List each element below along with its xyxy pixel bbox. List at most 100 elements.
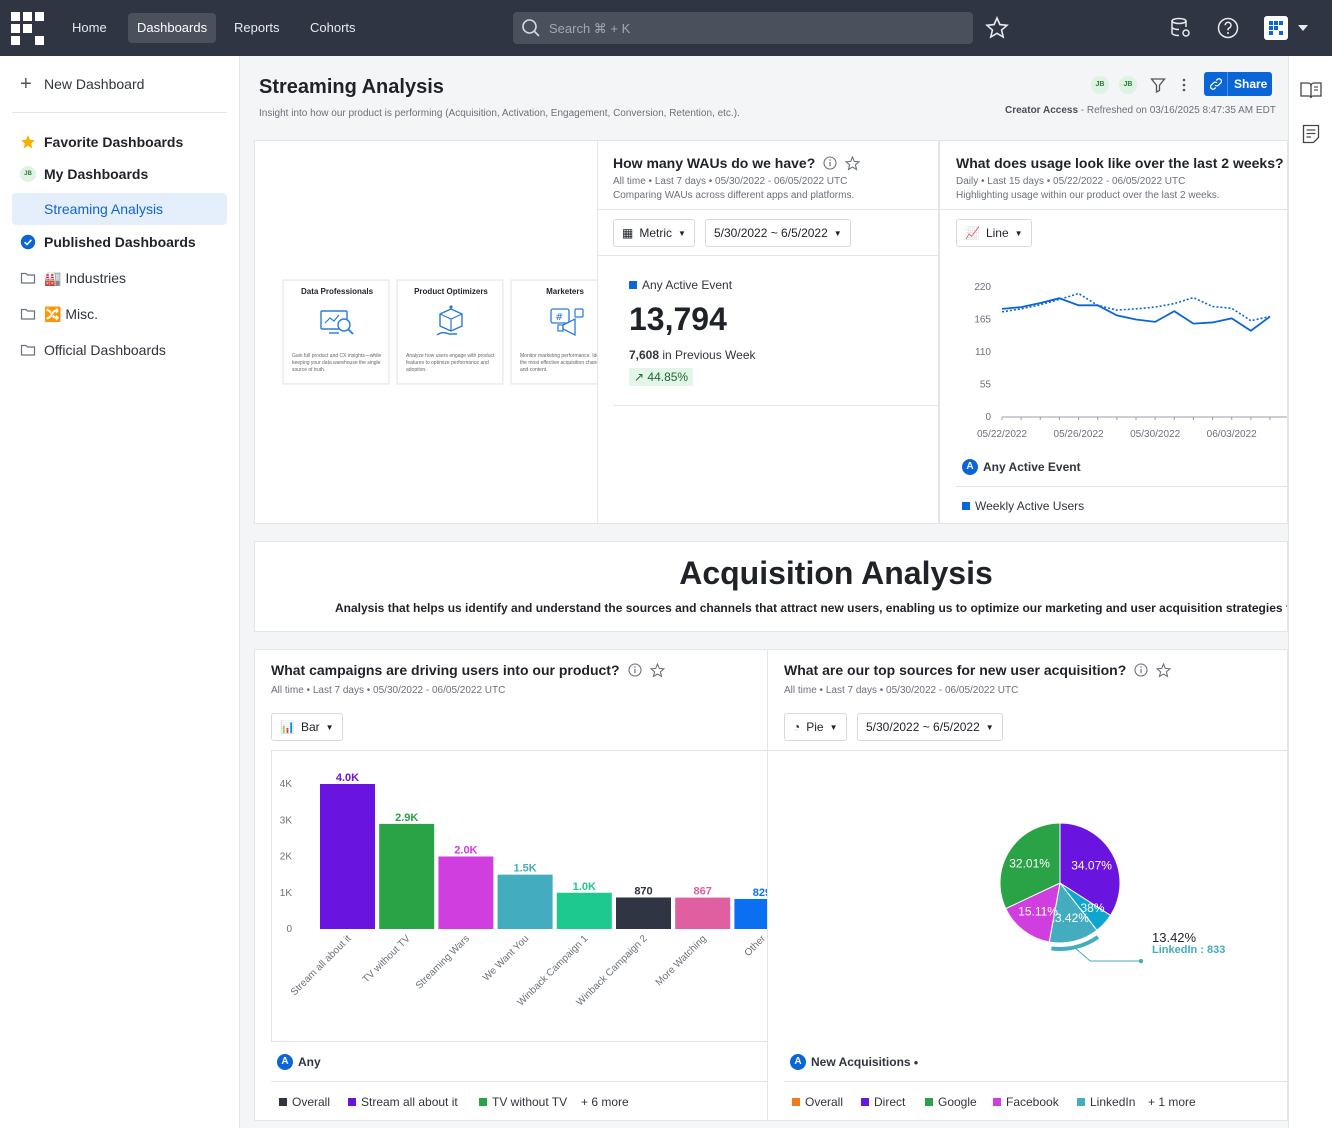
legend-swatch xyxy=(861,1098,869,1106)
book-icon[interactable] xyxy=(1300,80,1322,100)
card-divider xyxy=(784,1081,1287,1082)
persona-tile-marketers[interactable]: Marketers # Monitor marketing performanc… xyxy=(511,280,597,384)
caret-down-icon: ▼ xyxy=(833,228,842,238)
legend-item[interactable]: Facebook xyxy=(993,1095,1059,1109)
avatar[interactable]: JB xyxy=(1119,76,1137,94)
card-divider xyxy=(598,255,938,256)
card-meta: Daily • Last 15 days • 05/22/2022 - 06/0… xyxy=(956,176,1186,187)
new-dashboard-button[interactable]: + New Dashboard xyxy=(20,74,144,94)
card-description: Comparing WAUs across different apps and… xyxy=(613,190,855,201)
tooltip-name: LinkedIn xyxy=(1152,944,1198,956)
filter-icon[interactable] xyxy=(1150,77,1166,93)
pie-tooltip-dot xyxy=(1138,958,1144,964)
bar xyxy=(616,897,671,929)
usage-line-chart: 0 55 110 165 220 05/22/2022 05/26/2022 05/30/20… xyxy=(974,282,1287,440)
legend-label: Weekly Active Users xyxy=(975,499,1085,513)
info-icon[interactable] xyxy=(1134,663,1148,677)
view-type-dropdown[interactable]: ▦ Metric ▼ xyxy=(613,219,695,247)
megaphone-icon: # xyxy=(550,308,584,337)
bar xyxy=(497,874,553,929)
card-title-text: What does usage look like over the last … xyxy=(956,155,1284,171)
data-settings-icon[interactable] xyxy=(1168,16,1192,40)
card-title[interactable]: What does usage look like over the last … xyxy=(956,155,1287,171)
sidebar-item-label: 🔀 Misc. xyxy=(44,305,98,322)
search-bar[interactable] xyxy=(513,12,973,44)
org-icon[interactable] xyxy=(1264,16,1288,40)
sidebar-item-misc[interactable]: 🔀 Misc. xyxy=(12,298,227,330)
legend-item[interactable]: Direct xyxy=(861,1095,905,1109)
sidebar-item-my-dashboards[interactable]: JB My Dashboards xyxy=(12,158,227,190)
card-title[interactable]: What campaigns are driving users into ou… xyxy=(271,662,665,678)
share-button[interactable]: Share xyxy=(1204,72,1272,96)
legend-swatch xyxy=(348,1098,356,1106)
persona-tile-product-optimizers[interactable]: Product Optimizers Analyze how users eng… xyxy=(397,280,503,384)
legend-item[interactable]: TV without TV xyxy=(479,1095,567,1109)
x-tick-label: We Want You xyxy=(481,933,531,983)
star-icon[interactable] xyxy=(1156,662,1172,678)
notes-icon[interactable] xyxy=(1302,124,1320,144)
sidebar-item-industries[interactable]: 🏭 Industries xyxy=(12,262,227,294)
card-title[interactable]: What are our top sources for new user ac… xyxy=(784,662,1172,678)
card-divider xyxy=(598,209,938,210)
nav-dashboards[interactable]: Dashboards xyxy=(128,13,217,43)
legend-item[interactable]: Overall xyxy=(792,1095,843,1109)
legend-more-button[interactable]: + 6 more xyxy=(581,1095,629,1109)
avatar[interactable]: JB xyxy=(1091,76,1109,94)
event-letter-badge: A xyxy=(790,1054,806,1070)
nav-reports[interactable]: Reports xyxy=(234,20,280,35)
pie-slice-label: 13.42% xyxy=(1048,911,1089,925)
legend-label: Overall xyxy=(805,1095,844,1109)
line-series-previous xyxy=(1001,292,1271,322)
view-type-dropdown[interactable]: ◔ Pie ▼ xyxy=(784,713,847,741)
card-title[interactable]: How many WAUs do we have? xyxy=(613,155,861,171)
nav-cohorts[interactable]: Cohorts xyxy=(310,20,356,35)
left-sidebar: + New Dashboard Favorite Dashboards JB M… xyxy=(0,56,240,1128)
x-tick-label: 05/22/2022 xyxy=(977,429,1027,440)
x-tick-label: 06/03/2022 xyxy=(1207,429,1257,440)
card-title-text: What are our top sources for new user ac… xyxy=(784,662,1127,678)
more-options-icon[interactable] xyxy=(1176,77,1192,93)
sources-pie-chart: 34.07%5.38%13.42%15.11%32.01% xyxy=(999,822,1144,964)
search-icon xyxy=(522,19,540,37)
sidebar-item-favorite-dashboards[interactable]: Favorite Dashboards xyxy=(12,126,227,158)
legend-item[interactable]: LinkedIn xyxy=(1077,1095,1135,1109)
sidebar-item-label: Favorite Dashboards xyxy=(44,134,184,150)
legend-item[interactable]: Weekly Active Users xyxy=(962,499,1084,513)
persona-desc: Analyze how users engage with product fe… xyxy=(406,353,495,373)
legend-swatch xyxy=(1077,1098,1085,1106)
star-icon[interactable] xyxy=(649,662,665,678)
info-icon[interactable] xyxy=(823,156,837,170)
chart-frame xyxy=(271,750,767,1042)
legend-more-button[interactable]: + 1 more xyxy=(1148,1095,1196,1109)
sidebar-item-streaming-analysis[interactable]: Streaming Analysis xyxy=(12,193,227,225)
nav-home[interactable]: Home xyxy=(72,20,107,35)
view-type-dropdown[interactable]: 📈 Line ▼ xyxy=(956,219,1032,247)
sidebar-item-official-dashboards[interactable]: Official Dashboards xyxy=(12,334,227,366)
persona-desc: Gain full product and CX insights—while … xyxy=(292,353,382,373)
date-range-dropdown[interactable]: 5/30/2022 ~ 6/5/2022 ▼ xyxy=(857,713,1003,741)
event-letter-badge: A xyxy=(277,1054,293,1070)
date-range-dropdown[interactable]: 5/30/2022 ~ 6/5/2022 ▼ xyxy=(705,219,851,247)
legend-item[interactable]: Overall xyxy=(279,1095,330,1109)
star-icon[interactable] xyxy=(985,16,1009,40)
sidebar-item-published-dashboards[interactable]: Published Dashboards xyxy=(12,226,227,258)
info-icon[interactable] xyxy=(627,663,642,677)
chevron-down-icon[interactable] xyxy=(1298,24,1308,32)
campaign-bar-chart: 0 1K 2K 3K 4K 4.0K Stream all about it 2.9K TV w… xyxy=(280,772,767,1008)
search-input[interactable] xyxy=(549,20,949,36)
star-icon[interactable] xyxy=(845,155,861,171)
chip-label: Line xyxy=(985,226,1009,240)
chip-label: Pie xyxy=(806,720,824,734)
previous-label: in Previous Week xyxy=(659,348,756,362)
persona-tile-data-professionals[interactable]: Data Professionals Gain full product and… xyxy=(283,280,389,384)
view-type-dropdown[interactable]: 📊 Bar ▼ xyxy=(271,713,343,741)
legend-label: Overall xyxy=(292,1095,331,1109)
legend-item[interactable]: Google xyxy=(925,1095,977,1109)
card-divider xyxy=(613,405,938,406)
section-header-card: Acquisition Analysis Analysis that helps… xyxy=(254,541,1288,632)
legend-item[interactable]: Stream all about it xyxy=(348,1095,458,1109)
app-logo-icon[interactable] xyxy=(11,12,44,45)
legend-label: TV without TV xyxy=(492,1095,568,1109)
help-icon[interactable] xyxy=(1216,16,1240,40)
sidebar-divider xyxy=(12,112,227,113)
